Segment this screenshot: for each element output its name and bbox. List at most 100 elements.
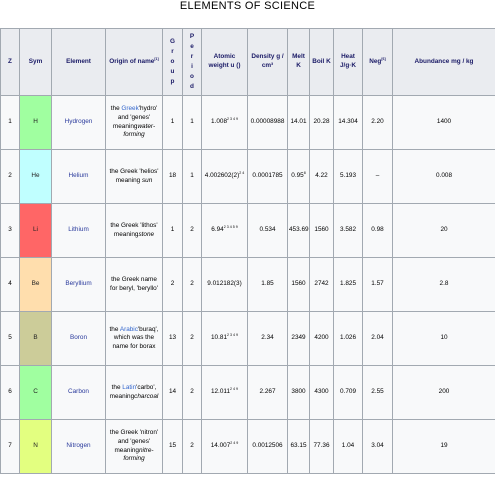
cell-element-link[interactable]: Beryllium bbox=[51, 257, 106, 312]
page-title: ELEMENTS OF SCIENCE bbox=[179, 0, 316, 12]
table-row: 3 Li Lithium the Greek 'lithos' meaningston… bbox=[0, 203, 495, 258]
cell-origin: the Arabic'buraq', which was the name fo… bbox=[105, 311, 163, 366]
origin-language-link[interactable]: Greek bbox=[121, 105, 139, 113]
col-header-sym[interactable]: Sym bbox=[19, 28, 52, 96]
cell-abundance: 200 bbox=[392, 365, 495, 420]
cell-element-link[interactable]: Boron bbox=[51, 311, 106, 366]
cell-origin: the Latin'carbo', meaningcharcoal bbox=[105, 365, 163, 420]
cell-sym: Li bbox=[19, 203, 52, 258]
cell-heat: 5.193 bbox=[333, 149, 363, 204]
col-header-melt[interactable]: Melt K bbox=[287, 28, 310, 96]
table-row: 5 B Boron the Arabic'buraq', which was the … bbox=[0, 311, 495, 366]
origin-text: the bbox=[109, 325, 120, 333]
cell-z: 6 bbox=[0, 365, 20, 420]
col-header-origin[interactable]: Origin of name[1] bbox=[105, 28, 163, 96]
cell-element-link[interactable]: Nitrogen bbox=[51, 419, 106, 474]
cell-sym: H bbox=[19, 95, 52, 150]
cell-melt: 1560 bbox=[287, 257, 310, 312]
cell-abundance: 19 bbox=[392, 419, 495, 474]
cell-element-link[interactable]: Lithium bbox=[51, 203, 106, 258]
cell-group: 15 bbox=[162, 419, 183, 474]
cell-period: 1 bbox=[182, 95, 202, 150]
cell-abundance: 2.8 bbox=[392, 257, 495, 312]
col-header-element[interactable]: Element bbox=[51, 28, 106, 96]
origin-language-link[interactable]: Latin bbox=[122, 383, 137, 391]
origin-text: the bbox=[110, 105, 122, 113]
atomic-weight-value: 6.94 bbox=[211, 226, 224, 234]
origin-text: the Greek 'nitron' and 'genes' meaning bbox=[109, 429, 159, 454]
footnote-ref[interactable]: 2 3 4 5 9 bbox=[223, 225, 238, 230]
col-header-density[interactable]: Density g / cm³ bbox=[247, 28, 288, 96]
melt-value: 453.69 bbox=[289, 226, 309, 234]
cell-density: 0.534 bbox=[247, 203, 288, 258]
footnote-ref[interactable]: 2 3 4 9 bbox=[227, 333, 238, 338]
cell-abundance: 0.008 bbox=[392, 149, 495, 204]
header-letter: r bbox=[190, 53, 194, 61]
col-header-neg[interactable]: Neg[6] bbox=[362, 28, 393, 96]
cell-atomic-weight: 9.012182(3) bbox=[201, 257, 248, 312]
cell-atomic-weight: 10.812 3 4 9 bbox=[201, 311, 248, 366]
cell-sym: C bbox=[19, 365, 52, 420]
atomic-weight-value: 14.007 bbox=[210, 442, 231, 450]
footnote-ref[interactable]: [6] bbox=[381, 56, 386, 61]
footnote-ref[interactable]: 2 4 9 bbox=[230, 387, 239, 392]
cell-group: 18 bbox=[162, 149, 183, 204]
cell-atomic-weight: 1.0082 3 4 9 bbox=[201, 95, 248, 150]
col-header-origin-label: Origin of name bbox=[109, 57, 155, 65]
cell-melt: 0.958 bbox=[287, 149, 310, 204]
cell-heat: 1.825 bbox=[333, 257, 363, 312]
col-header-heat[interactable]: Heat J/g·K bbox=[333, 28, 363, 96]
cell-atomic-weight: 4.002602(2)2 4 bbox=[201, 149, 248, 204]
cell-density: 1.85 bbox=[247, 257, 288, 312]
cell-origin: the Greek 'helios' meaning sun bbox=[105, 149, 163, 204]
origin-text: the bbox=[111, 383, 123, 391]
header-letter: e bbox=[190, 43, 194, 51]
header-letter: r bbox=[171, 48, 174, 56]
col-header-boil[interactable]: Boil K bbox=[309, 28, 334, 96]
cell-origin: the Greek name for beryl, 'beryllo' bbox=[105, 257, 163, 312]
header-letter: o bbox=[170, 58, 175, 66]
header-letter: o bbox=[190, 72, 194, 80]
cell-melt: 2349 bbox=[287, 311, 310, 366]
melt-value: 14.01 bbox=[290, 118, 307, 126]
cell-element-link[interactable]: Carbon bbox=[51, 365, 106, 420]
cell-atomic-weight: 6.942 3 4 5 9 bbox=[201, 203, 248, 258]
col-header-atomic-weight[interactable]: Atomic weight u () bbox=[201, 28, 248, 96]
cell-element-link[interactable]: Helium bbox=[51, 149, 106, 204]
cell-density: 0.0001785 bbox=[247, 149, 288, 204]
cell-heat: 14.304 bbox=[333, 95, 363, 150]
origin-text: the Greek name for beryl, 'beryllo' bbox=[110, 275, 158, 292]
cell-abundance: 1400 bbox=[392, 95, 495, 150]
cell-group: 13 bbox=[162, 311, 183, 366]
footnote-ref[interactable]: 2 4 bbox=[239, 171, 245, 176]
cell-origin: the Greek 'nitron' and 'genes' meaningni… bbox=[105, 419, 163, 474]
cell-origin: the Greek 'lithos' meaningstone bbox=[105, 203, 163, 258]
footnote-ref[interactable]: 8 bbox=[303, 171, 306, 176]
atomic-weight-value: 12.011 bbox=[210, 388, 231, 396]
table-row: 6 C Carbon the Latin'carbo', meaningcharcoa… bbox=[0, 365, 495, 420]
cell-boil: 1560 bbox=[309, 203, 334, 258]
cell-sym: N bbox=[19, 419, 52, 474]
origin-language-link[interactable]: Arabic bbox=[119, 325, 138, 333]
cell-z: 4 bbox=[0, 257, 20, 312]
col-header-abundance[interactable]: Abundance mg / kg bbox=[392, 28, 495, 96]
cell-element-link[interactable]: Hydrogen bbox=[51, 95, 106, 150]
footnote-ref[interactable]: 2 4 9 bbox=[230, 441, 239, 446]
footnote-ref[interactable]: 2 3 4 9 bbox=[227, 117, 238, 122]
footnote-ref[interactable]: [1] bbox=[154, 56, 159, 61]
cell-boil: 4300 bbox=[309, 365, 334, 420]
cell-period: 2 bbox=[182, 311, 202, 366]
cell-period: 2 bbox=[182, 257, 202, 312]
cell-z: 2 bbox=[0, 149, 20, 204]
cell-z: 7 bbox=[0, 419, 20, 474]
header-letter: d bbox=[190, 82, 194, 90]
cell-heat: 1.026 bbox=[333, 311, 363, 366]
col-header-z[interactable]: Z bbox=[0, 28, 20, 96]
cell-group: 1 bbox=[162, 203, 183, 258]
atomic-weight-value: 1.008 bbox=[211, 118, 227, 126]
cell-neg: 2.20 bbox=[362, 95, 393, 150]
